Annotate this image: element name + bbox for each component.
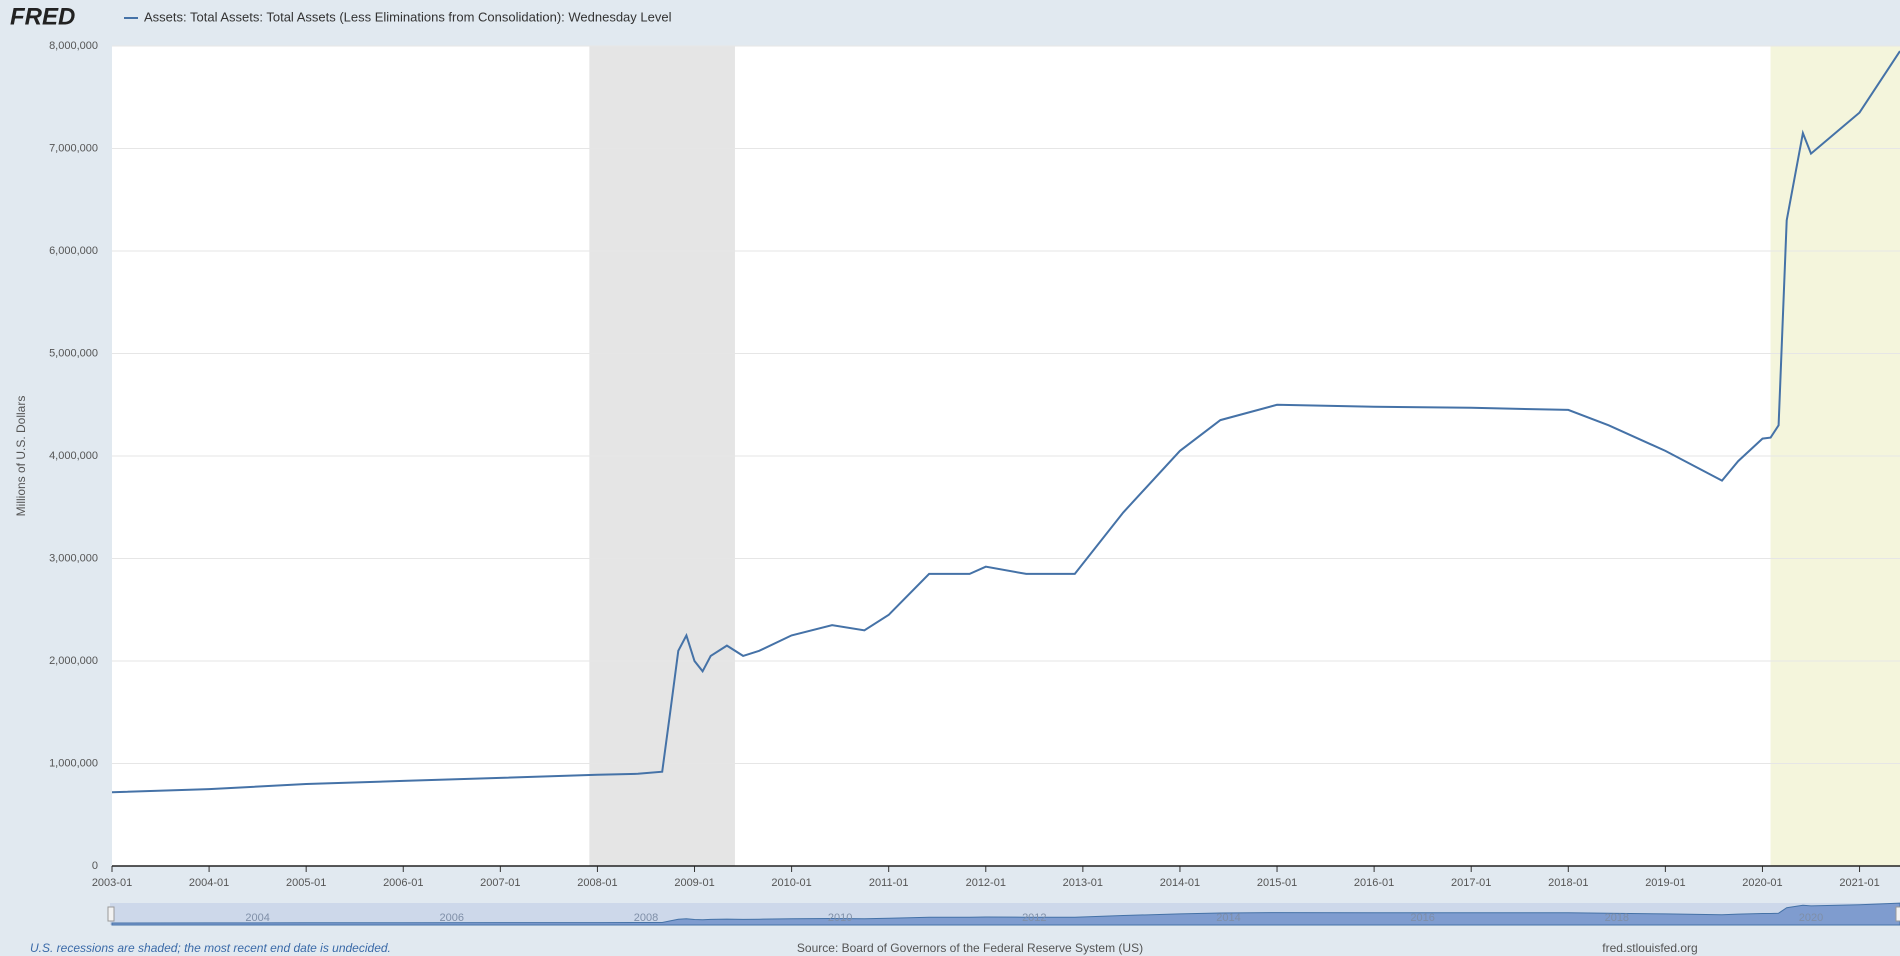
y-tick-label: 7,000,000 — [49, 142, 98, 154]
navigator-area — [111, 902, 1900, 926]
x-tick-label: 2014-01 — [1160, 877, 1200, 889]
x-tick-label: 2005-01 — [286, 877, 326, 889]
y-tick-label: 6,000,000 — [49, 245, 98, 257]
x-tick-label: 2016-01 — [1354, 877, 1394, 889]
footer-source: Source: Board of Governors of the Federa… — [797, 941, 1143, 955]
x-tick-label: 2010-01 — [771, 877, 811, 889]
navigator-label: 2014 — [1216, 912, 1240, 924]
navigator-label: 2004 — [245, 912, 269, 924]
navigator-label: 2016 — [1410, 912, 1434, 924]
x-tick-label: 2011-01 — [869, 877, 909, 889]
y-tick-label: 5,000,000 — [49, 347, 98, 359]
navigator-label: 2008 — [634, 912, 658, 924]
y-tick-label: 2,000,000 — [49, 655, 98, 667]
navigator-handle — [1895, 906, 1900, 922]
legend-entry: Assets: Total Assets: Total Assets (Less… — [144, 9, 672, 24]
x-tick-label: 2021-01 — [1839, 877, 1879, 889]
footer-site: fred.stlouisfed.org — [1602, 941, 1697, 955]
x-tick-label: 2006-01 — [383, 877, 423, 889]
x-tick-label: 2013-01 — [1063, 877, 1103, 889]
x-tick-label: 2003-01 — [92, 877, 132, 889]
y-tick-label: 0 — [92, 860, 98, 872]
y-axis-label: Millions of U.S. Dollars — [14, 396, 28, 517]
y-tick-label: 3,000,000 — [49, 552, 98, 564]
navigator-handle — [107, 906, 115, 922]
y-tick-label: 8,000,000 — [49, 40, 98, 52]
navigator-label: 2010 — [828, 912, 852, 924]
navigator-label: 2018 — [1605, 912, 1629, 924]
footer-note: U.S. recessions are shaded; the most rec… — [30, 941, 391, 955]
y-tick-label: 4,000,000 — [49, 450, 98, 462]
x-tick-label: 2019-01 — [1645, 877, 1685, 889]
x-tick-label: 2015-01 — [1257, 877, 1297, 889]
y-tick-label: 1,000,000 — [49, 757, 98, 769]
series-line — [111, 50, 1900, 794]
navigator-label: 2012 — [1022, 912, 1046, 924]
x-tick-label: 2007-01 — [480, 877, 520, 889]
x-tick-label: 2004-01 — [189, 877, 229, 889]
navigator-label: 2020 — [1799, 912, 1823, 924]
x-tick-label: 2009-01 — [674, 877, 714, 889]
navigator-label: 2006 — [440, 912, 464, 924]
x-tick-label: 2018-01 — [1548, 877, 1588, 889]
logo: FRED — [10, 3, 75, 30]
x-tick-label: 2008-01 — [577, 877, 617, 889]
x-tick-label: 2012-01 — [966, 877, 1006, 889]
x-tick-label: 2017-01 — [1451, 877, 1491, 889]
x-tick-label: 2020-01 — [1742, 877, 1782, 889]
